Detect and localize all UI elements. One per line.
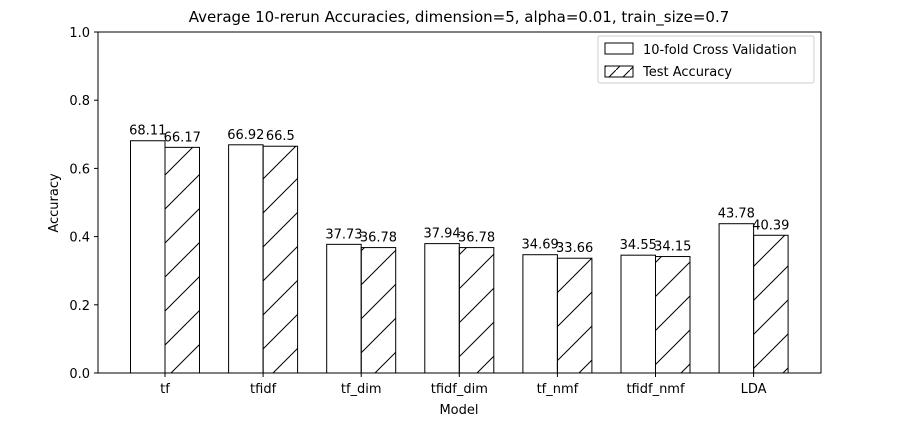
bar-test-LDA: [753, 234, 789, 374]
bar-cv-LDA: [718, 223, 755, 374]
bar-cv-tfidf: [228, 144, 264, 374]
data-label-cv-tf_dim: 37.73: [325, 227, 362, 242]
bar-test-tfidf: [262, 145, 299, 374]
data-label-test-LDA: 40.39: [752, 218, 789, 233]
data-label-cv-tfidf_nmf: 34.55: [620, 238, 657, 253]
y-axis-label: Accuracy: [47, 173, 62, 233]
data-label-test-tfidf_nmf: 34.15: [654, 240, 691, 255]
bar-test-tf_dim: [360, 247, 397, 374]
x-tick-label-tfidf: tfidf: [250, 382, 277, 397]
x-tick-label-tf_nmf: tf_nmf: [537, 382, 579, 397]
data-label-cv-tfidf_dim: 37.94: [423, 227, 460, 242]
bar-test-tfidf_dim: [458, 247, 495, 374]
data-label-test-tfidf_dim: 36.78: [458, 231, 495, 246]
data-label-cv-tf: 68.11: [129, 124, 166, 139]
legend: 10-fold Cross Validation Test Accuracy: [597, 35, 815, 84]
data-label-cv-LDA: 43.78: [718, 207, 755, 222]
x-axis-label: Model: [439, 403, 478, 418]
data-label-test-tfidf: 66.5: [266, 129, 295, 144]
chart-title: Average 10-rerun Accuracies, dimension=5…: [189, 8, 730, 27]
x-tick-label-tf_dim: tf_dim: [341, 382, 382, 397]
bar-cv-tfidf_nmf: [620, 254, 656, 374]
bar-test-tf_nmf: [556, 257, 593, 374]
data-label-test-tf_dim: 36.78: [360, 231, 397, 246]
legend-label-cv: 10-fold Cross Validation: [643, 43, 797, 58]
bar-cv-tf_nmf: [522, 254, 558, 374]
x-tick-label-tfidf_nmf: tfidf_nmf: [626, 382, 685, 397]
y-tick-label-0.6: 0.6: [69, 162, 90, 177]
y-tick-label-1.0: 1.0: [69, 26, 90, 41]
legend-swatch-cv: [604, 42, 634, 55]
bar-test-tf: [164, 146, 200, 374]
x-tick-label-tfidf_dim: tfidf_dim: [431, 382, 488, 397]
legend-frame: [597, 35, 815, 84]
y-tick-label-0.8: 0.8: [69, 94, 90, 109]
x-tick-label-LDA: LDA: [741, 382, 767, 397]
y-tick-label-0.0: 0.0: [69, 367, 90, 382]
plot-frame: [97, 31, 822, 374]
bar-cv-tf: [130, 140, 166, 374]
data-label-cv-tfidf: 66.92: [227, 128, 264, 143]
legend-swatch-test: [604, 65, 634, 78]
data-label-cv-tf_nmf: 34.69: [522, 238, 559, 253]
bar-cv-tfidf_dim: [424, 243, 460, 374]
bar-cv-tf_dim: [326, 243, 362, 374]
legend-label-test: Test Accuracy: [642, 65, 732, 80]
x-tick-label-tf: tf: [160, 382, 170, 397]
data-label-test-tf_nmf: 33.66: [556, 241, 593, 256]
y-tick-label-0.2: 0.2: [69, 299, 90, 314]
y-tick-label-0.4: 0.4: [69, 231, 90, 246]
bar-test-tfidf_nmf: [655, 256, 691, 374]
data-label-test-tf: 66.17: [164, 130, 201, 145]
